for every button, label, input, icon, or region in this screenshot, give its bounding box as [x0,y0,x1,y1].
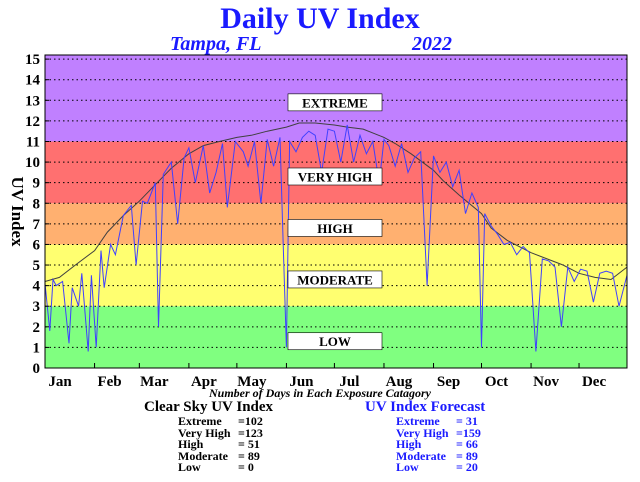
y-tick-label: 14 [25,73,41,89]
band-label-box [287,167,383,186]
y-tick-label: 2 [33,320,41,336]
band-label: VERY HIGH [298,169,373,184]
forecast-stats: Extreme = 31 Very High =159 High = 66 Moder… [396,414,481,474]
y-tick-label: 1 [33,340,41,356]
band-label: MODERATE [297,272,373,287]
stats-row: Very High =123 [178,425,263,440]
y-tick-label: 13 [25,93,40,109]
band-label-box [287,219,383,237]
year-subtitle: 2022 [412,33,452,55]
x-tick-label: Apr [191,374,217,390]
y-tick-label: 7 [33,217,41,233]
stats-row: Extreme =102 [178,414,263,428]
x-tick-label: May [237,374,267,390]
y-tick-label: 12 [25,114,40,130]
y-tick-label: 15 [25,52,40,68]
clear-sky-stats: Extreme =102 Very High =123 High = 51 Moder… [178,414,263,474]
stats-row: Very High =159 [396,425,481,440]
x-tick-label: Jan [48,374,72,390]
clear-sky-stats-title: Clear Sky UV Index [144,399,274,415]
location-subtitle: Tampa, FL [170,33,262,55]
y-tick-label: 9 [33,176,41,192]
stats-row: Extreme = 31 [396,414,478,428]
y-tick-label: 10 [25,155,40,171]
clear-sky-series-line [44,122,628,282]
stats-row: High = 66 [396,437,478,451]
band-label-box [287,270,383,289]
y-tick-label: 4 [33,279,41,295]
band-label: EXTREME [302,95,368,110]
stats-row: Low = 20 [396,460,478,474]
y-tick-label: 11 [26,134,40,150]
y-axis-label: UV Index [8,176,27,247]
band-label: HIGH [317,221,352,236]
stats-row: Moderate = 89 [396,448,478,463]
x-tick-label: Dec [582,374,606,390]
x-tick-label: Jul [339,374,359,390]
y-tick-label: 6 [33,237,41,253]
plot-frame [44,54,628,369]
stats-row: High = 51 [178,437,260,451]
x-tick-label: Nov [533,374,559,390]
band-label-box [287,93,383,112]
exposure-caption: Number of Days in Each Exposure Catagory [208,386,432,400]
y-tick-label: 0 [33,361,41,377]
x-axis-ticks: Jan Feb Mar Apr May Jun Jul Aug Sep Oct Nov Dec [44,363,606,390]
x-tick-label: Feb [97,374,121,390]
x-tick-label: Aug [386,374,413,390]
x-tick-label: Mar [140,374,169,390]
band-labels: LOW MODERATE HIGH VERY HIGH EXTREME [287,93,383,351]
x-tick-label: Jun [289,374,314,390]
band-label-box [287,332,383,351]
y-tick-label: 8 [33,196,41,212]
band-label: LOW [319,334,351,349]
forecast-stats-title: UV Index Forecast [365,399,486,415]
stats-row: Moderate = 89 [178,448,260,463]
x-tick-label: Sep [437,374,460,390]
stats-row: Low = 0 [178,460,254,474]
x-tick-label: Oct [485,374,508,390]
chart-title: Daily UV Index [220,2,420,35]
y-tick-label: 5 [33,258,41,274]
y-tick-label: 3 [33,299,41,315]
